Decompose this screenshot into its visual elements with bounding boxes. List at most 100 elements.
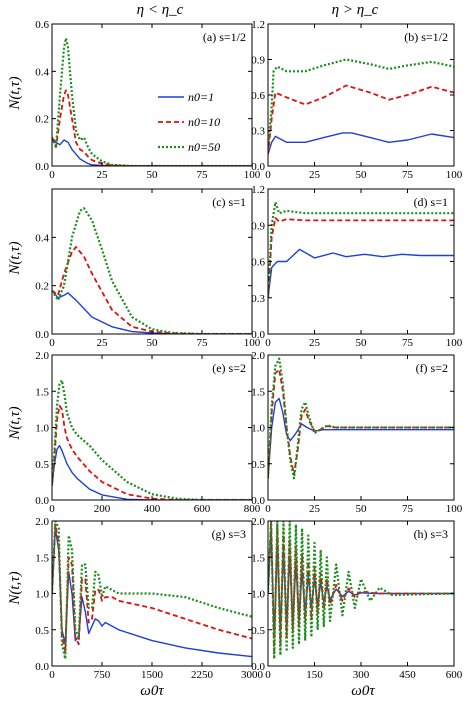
legend-entry: n0=10 (188, 115, 220, 129)
x-tick-label: 75 (402, 503, 414, 515)
series-line-n0-1 (268, 248, 454, 298)
legend-entry: n0=1 (188, 90, 214, 104)
x-tick-label: 100 (244, 337, 261, 349)
y-tick-label: 2.0 (35, 350, 49, 362)
y-axis-label-1: N(t,τ) (7, 76, 23, 110)
legend-entry: n0=50 (188, 140, 220, 154)
y-tick-label: 0.0 (35, 661, 49, 673)
y-tick-label: 0.2 (35, 281, 49, 293)
y-tick-label: 0.0 (251, 329, 265, 341)
panel-3: 0 25 50 75 100 0.0 0.3 0.6 0.9 1.2 (d) s=1 (251, 184, 463, 349)
y-axis-label-3: N(t,τ) (7, 406, 23, 440)
series-line-n0-1 (268, 132, 454, 155)
plot-frame (51, 23, 253, 167)
x-tick-label: 400 (144, 503, 161, 515)
y-tick-label: 0.6 (35, 19, 49, 31)
y-tick-label: 1.5 (251, 386, 265, 398)
series-line-n0-1 (268, 527, 454, 638)
y-tick-label: 1.2 (251, 19, 265, 31)
y-tick-label: 1.5 (35, 552, 49, 564)
series-group (52, 37, 252, 166)
x-tick-label: 25 (309, 169, 321, 181)
series-group (52, 379, 252, 500)
x-tick-label: 50 (147, 337, 159, 349)
x-tick-label: 3000 (241, 669, 264, 681)
series-line-n0-10 (268, 368, 454, 479)
x-tick-label: 0 (265, 503, 271, 515)
plot-frame (267, 188, 455, 335)
x-tick-label: 25 (309, 337, 321, 349)
plot-frame (267, 23, 455, 167)
y-tick-label: 0.3 (251, 126, 265, 138)
legend: n0=1 n0=10 n0=50 (158, 90, 220, 154)
y-axis-label-2: N(t,τ) (7, 241, 23, 275)
y-tick-label: 2.0 (35, 516, 49, 528)
y-tick-label: 1.0 (35, 589, 49, 601)
panel-0: 0 25 50 75 100 0.0 0.2 0.4 0.6 (a) s=1/2 n0=1 n0=10… (35, 19, 261, 181)
y-tick-label: 0.5 (35, 625, 49, 637)
series-line-n0-1 (52, 137, 252, 166)
y-tick-label: 0.0 (251, 161, 265, 173)
x-tick-label: 0 (265, 337, 271, 349)
series-group (268, 58, 454, 155)
x-tick-label: 50 (356, 337, 368, 349)
y-tick-label: 0.9 (251, 220, 265, 232)
column-title-right: η > η_c (332, 2, 379, 18)
panel-label: (g) s=3 (212, 527, 246, 541)
x-tick-label: 25 (97, 337, 109, 349)
x-tick-label: 100 (244, 169, 261, 181)
series-group (268, 357, 454, 480)
series-line-n0-50 (52, 379, 252, 500)
x-tick-label: 100 (446, 337, 463, 349)
x-tick-label: 75 (197, 169, 209, 181)
y-tick-label: 1.0 (251, 423, 265, 435)
panel-5: 0 25 50 75 100 0.0 0.5 1.0 1.5 2.0 (f) s=2 (251, 350, 463, 515)
y-tick-label: 0.4 (35, 66, 49, 78)
x-tick-label: 800 (244, 503, 261, 515)
series-line-n0-10 (52, 246, 252, 334)
x-tick-label: 300 (353, 669, 370, 681)
y-tick-label: 1.5 (35, 386, 49, 398)
y-tick-label: 0.0 (251, 661, 265, 673)
x-tick-label: 50 (147, 169, 159, 181)
x-tick-label: 150 (306, 669, 323, 681)
panel-label: (b) s=1/2 (404, 30, 448, 44)
x-tick-label: 600 (194, 503, 211, 515)
plot-frame (51, 520, 253, 667)
y-tick-label: 0.6 (251, 90, 265, 102)
x-tick-label: 1500 (141, 669, 164, 681)
y-tick-label: 1.0 (35, 423, 49, 435)
series-line-n0-50 (52, 37, 252, 166)
x-tick-label: 75 (197, 337, 209, 349)
series-line-n0-10 (52, 404, 252, 500)
y-tick-label: 0.9 (251, 55, 265, 67)
series-group (52, 207, 252, 334)
series-line-n0-10 (52, 89, 252, 166)
panel-label: (f) s=2 (416, 361, 448, 375)
x-axis-label-left: ω0τ (140, 683, 164, 699)
y-tick-label: 0.0 (35, 329, 49, 341)
series-line-n0-10 (52, 523, 252, 653)
y-tick-label: 2.0 (251, 516, 265, 528)
panel-1: 0 25 50 75 100 0.0 0.3 0.6 0.9 1.2 (b) s=1/2 (251, 19, 463, 181)
panel-label: (e) s=2 (212, 361, 246, 375)
series-line-n0-50 (268, 357, 454, 480)
x-tick-label: 75 (402, 169, 414, 181)
x-tick-label: 200 (94, 503, 111, 515)
y-tick-label: 1.2 (251, 184, 265, 196)
y-tick-label: 0.6 (251, 257, 265, 269)
series-group (52, 521, 252, 660)
x-tick-label: 0 (49, 669, 55, 681)
series-line-n0-1 (52, 444, 252, 500)
y-tick-label: 0.3 (251, 293, 265, 305)
series-line-n0-50 (268, 201, 454, 298)
y-tick-label: 1.0 (251, 589, 265, 601)
x-tick-label: 0 (265, 169, 271, 181)
panel-label: (h) s=3 (414, 527, 448, 541)
series-line-n0-50 (52, 207, 252, 334)
x-tick-label: 25 (97, 169, 109, 181)
column-title-left: η < η_c (137, 2, 184, 18)
